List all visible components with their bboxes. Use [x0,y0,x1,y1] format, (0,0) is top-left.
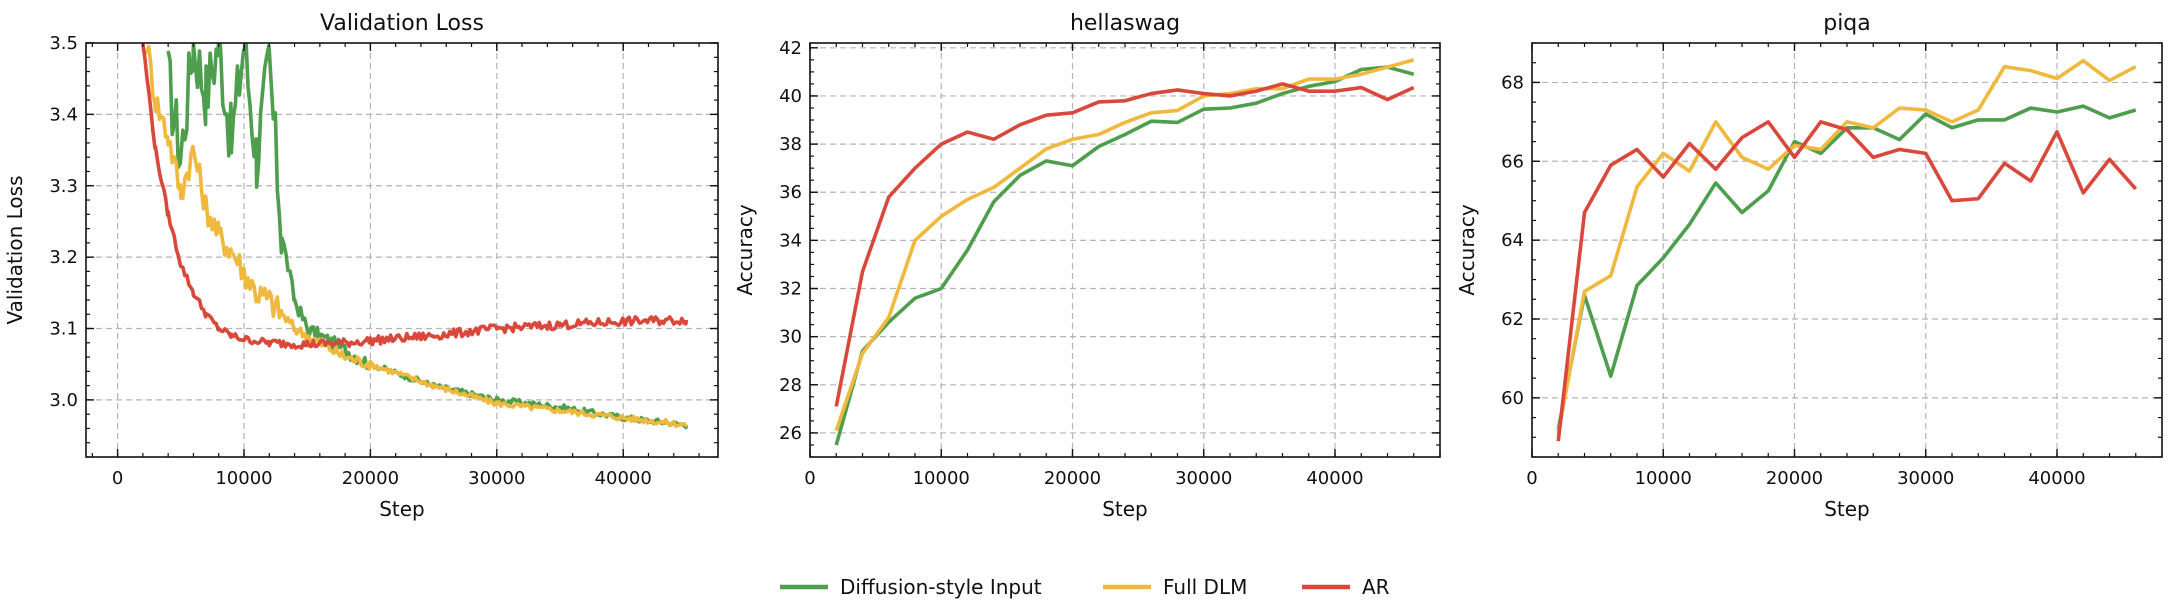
x-tick-label: 40000 [2028,468,2085,489]
grid [809,43,1440,457]
legend: Diffusion-style Input Full DLM AR [780,575,1390,599]
chart-title: piqa [1823,11,1871,36]
y-tick-label: 3.5 [49,33,78,54]
plot-frame [809,42,1441,458]
series-group [141,43,689,430]
x-tick-label: 10000 [215,468,272,489]
plot-frame [85,42,719,458]
series-line-2 [1556,120,2138,442]
panel-1: 0 10000 20000 30000 40000 26 28 30 32 34 36 38 40 42 h… [733,11,1441,521]
y-tick-label: 34 [779,230,802,251]
chart-title: hellaswag [1070,11,1180,36]
y-tick-label: 30 [779,327,802,348]
y-tick-label: 36 [779,182,802,203]
y-axis-label: Validation Loss [3,176,27,325]
series-line-1 [834,58,1415,432]
y-tick-label: 3.3 [49,176,78,197]
series-group [834,58,1415,446]
x-tick-label: 30000 [468,468,525,489]
legend-item: Diffusion-style Input [780,575,1042,599]
series-line-1 [144,44,688,429]
y-tick-label: 62 [1501,309,1524,330]
x-tick-label: 10000 [913,468,970,489]
y-tick-label: 60 [1501,388,1524,409]
grid [86,43,718,457]
series-line-0 [166,43,689,430]
y-tick-label: 26 [779,423,802,444]
series-line-2 [834,82,1415,407]
x-tick-label: 0 [804,468,815,489]
x-tick-label: 40000 [595,468,652,489]
series-line-0 [834,65,1415,446]
x-tick-label: 20000 [1044,468,1101,489]
y-tick-label: 66 [1501,151,1524,172]
y-tick-label: 3.4 [49,104,78,125]
panel-2: 0 10000 20000 30000 40000 60 62 64 66 68 piqa Step A… [1455,11,2163,521]
series-line-0 [1556,104,2137,430]
legend-label: Diffusion-style Input [840,575,1042,599]
x-tick-label: 20000 [1766,468,1823,489]
x-tick-label: 0 [112,468,123,489]
legend-item: AR [1302,575,1390,599]
y-tick-label: 40 [779,86,802,107]
y-tick-label: 3.0 [49,390,78,411]
series-line-2 [141,43,689,350]
y-tick-label: 64 [1501,230,1524,251]
y-axis-label: Accuracy [1455,204,1479,295]
x-axis-label: Step [1102,497,1148,521]
y-tick-label: 42 [779,38,802,59]
x-tick-label: 30000 [1175,468,1232,489]
series-group [1556,58,2138,442]
y-tick-label: 38 [779,134,802,155]
legend-item: Full DLM [1103,575,1247,599]
x-tick-label: 0 [1526,468,1537,489]
grid [1531,43,2162,457]
y-tick-label: 28 [779,375,802,396]
y-tick-label: 3.1 [49,319,78,340]
y-tick-label: 68 [1501,72,1524,93]
x-axis-label: Step [379,497,425,521]
x-tick-label: 30000 [1897,468,1954,489]
x-tick-label: 20000 [342,468,399,489]
y-axis-label: Accuracy [733,204,757,295]
x-tick-label: 40000 [1306,468,1363,489]
legend-label: Full DLM [1163,575,1247,599]
legend-label: AR [1362,575,1390,599]
panel-0: 0 10000 20000 30000 40000 3.0 3.1 3.2 3.3 3.4 3.5 V… [3,11,719,521]
series-line-1 [1556,58,2137,434]
plot-frame [1531,42,2163,458]
x-axis-label: Step [1824,497,1870,521]
y-tick-label: 3.2 [49,247,78,268]
x-tick-label: 10000 [1635,468,1692,489]
chart-title: Validation Loss [320,11,484,36]
y-tick-label: 32 [779,279,802,300]
